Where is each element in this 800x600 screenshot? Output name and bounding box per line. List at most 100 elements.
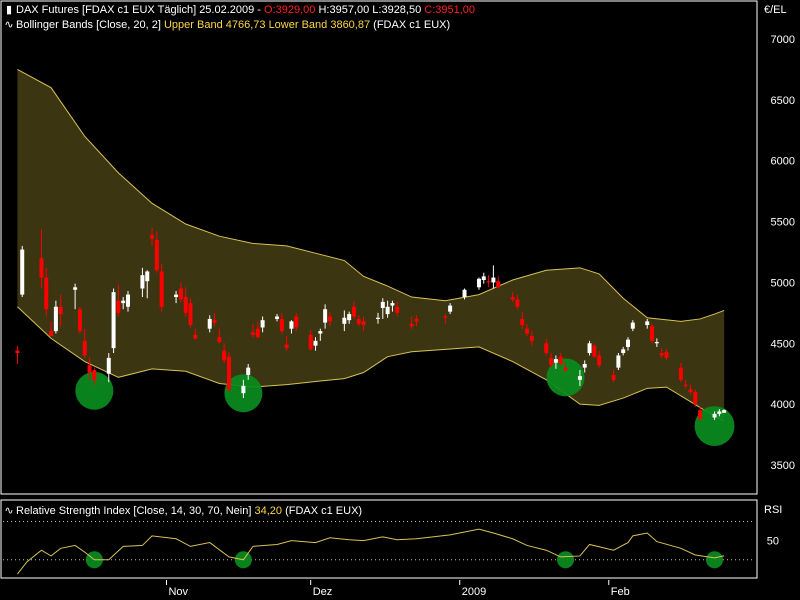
candle-body — [529, 335, 534, 341]
candle-body — [20, 249, 25, 295]
bollinger-band-fill — [17, 69, 725, 422]
price-tick-label: 3500 — [771, 460, 795, 472]
candle-body — [255, 328, 260, 338]
x-tick-label: 2009 — [462, 586, 486, 598]
candle-body — [178, 288, 183, 300]
candle-body — [154, 239, 159, 271]
candle-body — [121, 300, 126, 304]
candle-body — [688, 389, 693, 392]
candle-body — [222, 350, 227, 361]
candle-body — [698, 410, 703, 419]
rsi-panel[interactable] — [3, 521, 753, 575]
candle-body — [251, 332, 255, 335]
price-header: ▮ DAX Futures [FDAX c1 EUX Täglich] 25.02… — [4, 3, 475, 17]
bollinger-header: ∿ Bollinger Bands [Close, 20, 2] Upper Ba… — [4, 18, 450, 32]
candle-body — [188, 303, 193, 326]
rsi-axis-title: RSI — [764, 504, 782, 516]
candle-body — [39, 258, 44, 278]
candle-body — [226, 356, 231, 390]
rsi-header-value: 34,20 — [254, 505, 283, 517]
bollinger-icon: ∿ — [4, 19, 14, 31]
candle-body — [683, 384, 688, 386]
candle-body — [15, 350, 20, 354]
candle-body — [289, 321, 294, 329]
price-tick-label: 6000 — [771, 156, 795, 168]
candle-body — [664, 351, 669, 358]
price-panel[interactable] — [15, 68, 735, 447]
candle-body — [616, 355, 621, 368]
candle-body — [659, 353, 664, 356]
candle-body — [630, 322, 635, 329]
candle-body — [207, 318, 212, 329]
candle-body — [380, 301, 385, 308]
candle-body — [481, 276, 486, 280]
candle-body — [597, 355, 602, 366]
candle-body — [611, 374, 616, 380]
candle-body — [150, 234, 155, 239]
rsi-signal-marker — [705, 551, 724, 569]
candle-body — [678, 367, 683, 380]
candle-body — [351, 306, 356, 317]
rsi-line — [17, 528, 725, 575]
price-header-symbol: DAX Futures [FDAX c1 EUX Täglich] 25.02.… — [16, 4, 265, 16]
bollinger-header-suffix: (FDAX c1 EUX) — [370, 19, 451, 31]
candle-body — [87, 365, 92, 373]
candle-body — [318, 331, 323, 334]
candle-body — [217, 337, 222, 343]
candle-body — [496, 281, 501, 288]
candlestick-icon: ▮ — [5, 4, 13, 16]
candle-body — [308, 334, 313, 350]
candle-body — [558, 356, 563, 364]
candle-body — [140, 275, 145, 289]
price-tick-label: 4000 — [771, 399, 795, 411]
candle-body — [549, 357, 554, 366]
candle-body — [313, 340, 318, 346]
candle-body — [510, 297, 515, 300]
axes: 3500 4000 4500 5000 5500 6000 6500 7000 €/EL 50 RS… — [165, 4, 795, 598]
x-tick-label: Nov — [168, 586, 188, 598]
candle-body — [385, 306, 390, 315]
candle-body — [443, 316, 448, 318]
candle-body — [563, 367, 568, 371]
rsi-icon: ∿ — [4, 505, 14, 517]
candle-body — [145, 271, 150, 282]
candle-body — [515, 299, 520, 307]
candle-body — [722, 410, 727, 413]
candle-body — [587, 343, 592, 354]
candle-body — [544, 343, 549, 354]
candle-body — [77, 309, 82, 332]
candle-body — [654, 342, 659, 344]
price-unit-label: €/EL — [764, 4, 787, 16]
rsi-header-suffix: (FDAX c1 EUX) — [282, 505, 363, 517]
candle-body — [717, 411, 722, 414]
candle-body — [621, 349, 626, 354]
candle-body — [58, 306, 63, 315]
candle-body — [577, 376, 582, 380]
candle-body — [44, 277, 49, 310]
candle-body — [592, 345, 597, 357]
candle-body — [126, 294, 130, 307]
bollinger-header-label: Bollinger Bands [Close, 20, 2] — [16, 19, 164, 31]
candle-body — [241, 385, 246, 394]
candle-body — [645, 321, 650, 326]
candle-body — [693, 391, 698, 405]
candle-body — [183, 297, 188, 313]
bollinger-header-values: Upper Band 4766,73 Lower Band 3860,87 — [163, 19, 371, 31]
candle-body — [486, 281, 491, 283]
candle-body — [212, 320, 217, 323]
rsi-header: ∿ Relative Strength Index [Close, 14, 30,… — [4, 504, 362, 518]
price-tick-label: 5500 — [771, 217, 795, 229]
candle-body — [347, 314, 352, 321]
rsi-panel-border — [0, 499, 758, 579]
price-tick-label: 4500 — [771, 338, 795, 350]
candle-body — [582, 363, 587, 368]
candle-body — [520, 318, 525, 326]
candle-body — [626, 339, 630, 347]
rsi-signal-marker — [556, 551, 575, 569]
price-tick-label: 7000 — [771, 34, 795, 46]
candle-body — [414, 318, 419, 322]
candle-body — [92, 370, 97, 380]
candle-body — [361, 321, 366, 326]
candle-body — [53, 306, 58, 332]
